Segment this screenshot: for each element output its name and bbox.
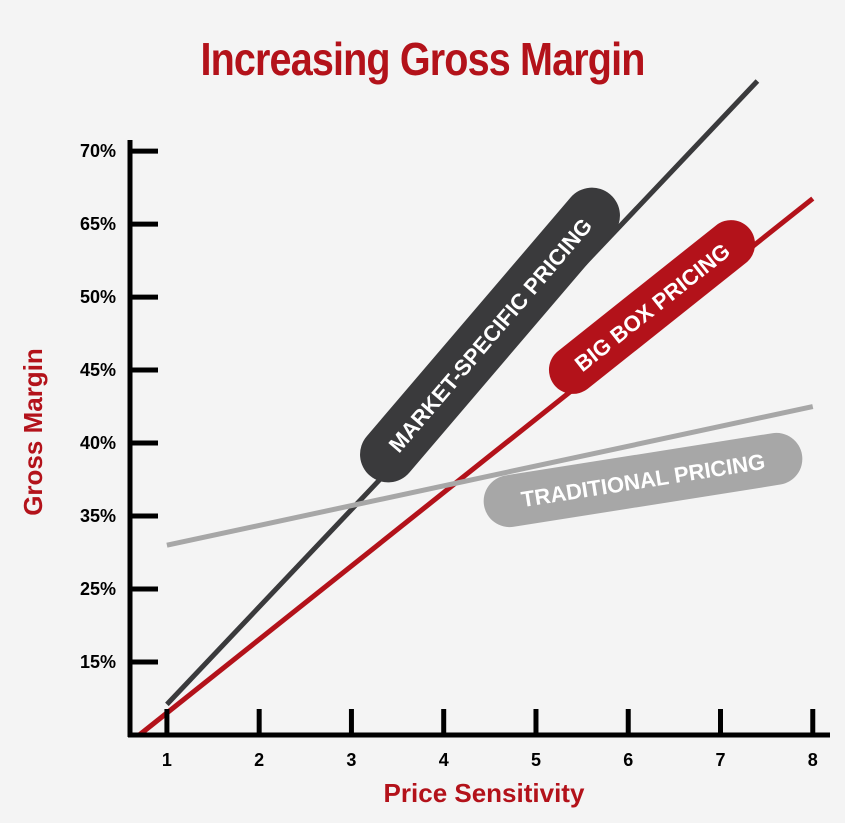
series-line-3 [166,404,814,548]
chart-title: Increasing Gross Margin [200,33,645,85]
series-label-pill [360,187,620,483]
y-tick-label: 70% [80,141,116,161]
series-label-text: MARKET-SPECIFIC PRICING [384,213,597,457]
x-tick-label: 2 [254,750,264,770]
x-tick-label: 3 [346,750,356,770]
x-axis-label: Price Sensitivity [384,778,585,808]
y-tick-label: 65% [80,214,116,234]
x-tick-label: 1 [162,750,172,770]
y-tick-label: 15% [80,652,116,672]
x-tick-label: 5 [531,750,541,770]
x-tick-label: 7 [715,750,725,770]
y-tick-label: 35% [80,506,116,526]
y-tick-label: 45% [80,360,116,380]
x-tick-label: 6 [623,750,633,770]
x-tick-label: 4 [439,750,449,770]
y-tick-label: 25% [80,579,116,599]
axes: 15% 25% 35% 40% 45% 50% 65% 70% 1 2 3 4 5 6 7 8 [80,140,830,770]
series-label-pill [483,432,803,528]
series-label-pill [548,220,756,394]
series-lines [137,79,815,737]
y-axis-ticks: 15% 25% 35% 40% 45% 50% 65% 70% [80,141,158,672]
y-tick-label: 50% [80,287,116,307]
x-axis-ticks: 1 2 3 4 5 6 7 8 [162,709,818,770]
y-tick-label: 40% [80,433,116,453]
series-label-text: BIG BOX PRICING [570,238,735,376]
x-tick-label: 8 [808,750,818,770]
y-axis-label: Gross Margin [18,348,48,516]
